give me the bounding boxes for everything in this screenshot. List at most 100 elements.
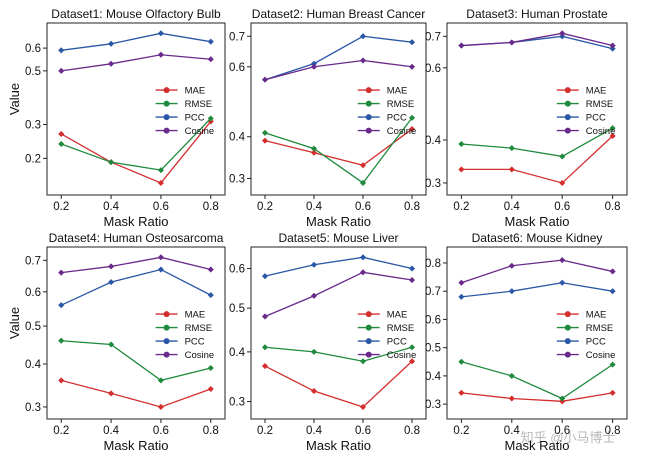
data-point: [107, 159, 115, 166]
x-axis-label: Mask Ratio: [103, 438, 168, 453]
data-point: [458, 389, 465, 396]
data-point: [408, 125, 416, 133]
series-cosine: [261, 57, 416, 83]
data-point: [310, 292, 318, 300]
data-point: [261, 273, 269, 280]
data-point: [609, 132, 616, 140]
data-point: [408, 39, 416, 46]
data-point: [157, 403, 165, 411]
legend-label: RMSE: [586, 99, 613, 110]
data-point: [207, 266, 214, 273]
legend-marker: [365, 114, 372, 121]
legend: MAE RMSE PCC Cosine: [357, 310, 417, 361]
legend-label: PCC: [586, 337, 606, 348]
y-tick-label: 0.6: [25, 287, 41, 299]
chart-panel-5: Dataset5: Mouse Liver 0.2 0.4 0.6 0.8 0.3 0.4 0…: [229, 231, 427, 453]
chart-panel-6: Dataset6: Mouse Kidney 0.2 0.4 0.6 0.8 0.3 0.4…: [425, 231, 628, 453]
y-tick-label: 0.5: [25, 66, 41, 78]
series-line: [61, 118, 212, 171]
legend-label: Cosine: [185, 126, 215, 137]
legend: MAE RMSE PCC Cosine: [155, 310, 214, 361]
y-tick-label: 0.5: [425, 343, 441, 355]
legend-label: PCC: [185, 337, 205, 348]
data-point: [458, 358, 465, 365]
x-axis-label: Mask Ratio: [306, 214, 371, 229]
y-tick-label: 0.4: [425, 371, 442, 383]
data-point: [508, 144, 515, 152]
legend-label: RMSE: [185, 323, 212, 334]
series-line: [61, 340, 211, 382]
x-tick-label: 0.6: [153, 201, 169, 213]
y-tick-label: 0.4: [229, 132, 246, 144]
legend-marker: [365, 338, 372, 345]
y-tick-label: 0.7: [425, 31, 441, 43]
legend-label: MAE: [185, 86, 206, 97]
data-point: [58, 67, 65, 74]
series-cosine: [58, 51, 214, 74]
series-line: [264, 35, 413, 81]
legend-marker: [564, 100, 571, 107]
series-line: [264, 128, 413, 166]
series-line: [61, 54, 211, 72]
y-tick-label: 0.3: [25, 120, 41, 132]
data-point: [508, 39, 515, 46]
x-tick-label: 0.8: [203, 425, 219, 437]
legend-label: RMSE: [586, 323, 613, 334]
series-line: [264, 346, 413, 362]
x-tick-label: 0.4: [504, 425, 521, 437]
legend-marker: [163, 324, 170, 331]
chart-panel-2: Dataset2: Human Breast Cancer 0.2 0.4 0.6 0.…: [229, 7, 427, 229]
legend-marker: [163, 127, 170, 134]
series-line: [461, 135, 614, 184]
chart-panel-4: Dataset4: Human Osteosarcoma 0.2 0.4 0.6 0.8…: [7, 231, 226, 453]
data-point: [310, 149, 318, 156]
legend: MAE RMSE PCC Cosine: [155, 86, 215, 137]
series-rmse: [58, 115, 214, 174]
chart-title: Dataset3: Human Prostate: [466, 7, 608, 21]
legend: MAE RMSE PCC Cosine: [357, 86, 416, 137]
series-pcc: [58, 30, 214, 54]
y-tick-label: 0.7: [229, 31, 245, 43]
plot-frame: [446, 22, 628, 196]
series-cosine: [261, 269, 416, 320]
legend-label: Cosine: [387, 350, 417, 361]
series-line: [60, 268, 212, 306]
chart-panel-1: Dataset1: Mouse Olfactory Bulb 0.2 0.4 0.6 0…: [7, 7, 226, 229]
data-point: [559, 395, 566, 402]
data-point: [408, 344, 416, 351]
data-point: [458, 293, 465, 301]
data-point: [458, 279, 465, 286]
data-point: [107, 60, 115, 67]
data-point: [157, 266, 165, 273]
data-point: [310, 387, 318, 395]
data-point: [107, 390, 115, 397]
series-cosine: [458, 30, 616, 49]
y-tick-label: 0.3: [229, 173, 245, 185]
legend-label: MAE: [586, 310, 607, 321]
x-axis-label: Mask Ratio: [504, 214, 569, 229]
data-point: [458, 140, 465, 148]
data-point: [609, 389, 616, 396]
series-rmse: [458, 358, 616, 402]
series-line: [264, 360, 413, 408]
data-point: [559, 256, 566, 264]
series-line: [60, 121, 212, 184]
series-cosine: [58, 254, 214, 276]
legend-marker: [163, 311, 170, 318]
data-point: [359, 358, 367, 365]
series-rmse: [58, 337, 214, 384]
data-point: [207, 291, 214, 299]
series-mae: [261, 358, 416, 411]
series-rmse: [458, 124, 616, 160]
data-point: [508, 288, 515, 295]
series-line: [264, 271, 413, 318]
series-line: [461, 361, 613, 400]
series-line: [264, 256, 413, 277]
data-point: [58, 302, 65, 309]
legend-label: PCC: [586, 113, 606, 124]
data-point: [207, 385, 214, 393]
y-tick-label: 0.6: [229, 264, 245, 276]
y-tick-label: 0.3: [229, 397, 245, 409]
data-point: [408, 358, 416, 365]
series-line: [264, 117, 413, 184]
